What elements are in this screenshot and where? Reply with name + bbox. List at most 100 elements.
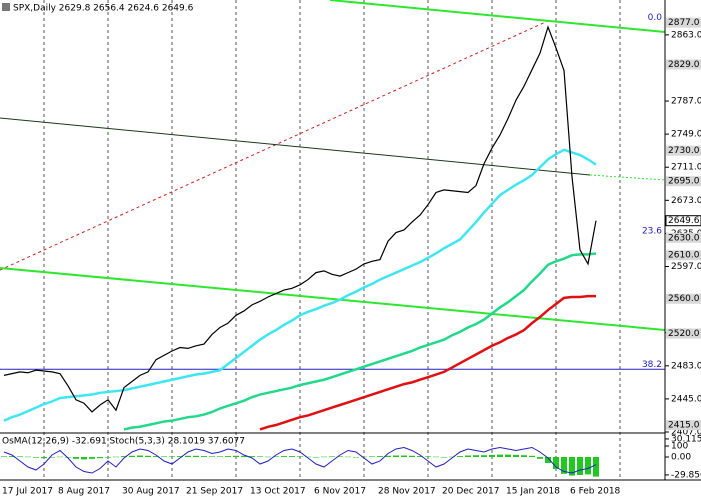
osma-bar (177, 456, 183, 457)
sub-y-tick-label: -29.856 (671, 470, 701, 480)
y-tick-label: 2407.0 (671, 428, 701, 438)
level-tag-label: 2730.0 (668, 146, 700, 156)
osma-bar (305, 456, 311, 458)
osma-bar (529, 455, 535, 457)
osma-bar (153, 456, 159, 457)
osma-bar (193, 455, 199, 457)
osma-bar (265, 456, 271, 458)
osma-bar (337, 456, 343, 457)
osma-bar (89, 457, 95, 459)
osma-bar (377, 456, 383, 457)
osma-bar (473, 455, 479, 457)
osma-bar (289, 456, 295, 457)
level-tag (666, 293, 701, 304)
osma-bar (393, 455, 399, 457)
osma-bar (353, 457, 359, 458)
osma-bar (57, 456, 63, 458)
level-tag (666, 176, 701, 187)
osma-bar (329, 456, 335, 457)
osma-bar (577, 457, 583, 475)
y-tick-label: 2597.0 (671, 262, 701, 272)
osma-bar (345, 456, 351, 458)
osma-bar (321, 456, 327, 458)
osma-bar (297, 456, 303, 457)
osma-bar (257, 456, 263, 457)
x-tick-label: 13 Oct 2017 (250, 487, 306, 497)
current-price-tag (665, 215, 701, 227)
x-tick-label: 6 Feb 2018 (570, 487, 621, 497)
osma-bar (481, 455, 487, 457)
fib-level-label: 0.0 (648, 13, 663, 23)
osma-bar (1, 456, 7, 457)
x-tick-label: 15 Jan 2018 (506, 487, 560, 497)
osma-bar (225, 456, 231, 457)
osma-bar (105, 457, 111, 458)
osma-bar (433, 456, 439, 458)
osma-bar (593, 457, 599, 477)
level-tag-label: 2520.0 (668, 329, 700, 339)
level-tag-label: 2829.0 (668, 60, 700, 70)
drawing-objects (0, 0, 665, 331)
indicator-title: OsMA(12,26,9) -32.691 Stoch(5,3,3) 28.10… (2, 437, 245, 447)
osma-bar (385, 455, 391, 457)
level-tag (666, 328, 701, 339)
level-tag-label: 2877.0 (668, 18, 700, 28)
x-tick-label: 17 Jul 2017 (2, 487, 53, 497)
moving-average (123, 252, 597, 431)
osma-bar (273, 456, 279, 457)
osma-bar (553, 457, 559, 469)
channel-top (329, 0, 665, 33)
trend-line (0, 117, 591, 176)
osma-bar (97, 457, 103, 459)
osma-bar (169, 456, 175, 457)
osma-bar (585, 457, 591, 475)
osma-bar (17, 456, 23, 457)
sub-y-tick-label: 0.00 (671, 453, 691, 463)
osma-bar (361, 456, 367, 458)
osma-bar (369, 456, 375, 457)
indicator-pane (1, 446, 599, 477)
price-scale: 2863.02787.02749.02711.02673.02635.02597… (665, 17, 701, 480)
osma-bar (521, 455, 527, 457)
y-tick-label: 2787.0 (671, 97, 701, 107)
osma-bar (217, 456, 223, 457)
osma-bar (49, 457, 55, 458)
level-tag-label: 2610.0 (668, 251, 700, 261)
x-tick-label: 20 Dec 2017 (442, 487, 500, 497)
osma-bar (41, 457, 47, 459)
osma-bar (513, 454, 519, 457)
fib-level-label: 38.2 (642, 360, 662, 370)
osma-bar (121, 456, 127, 457)
x-tick-label: 8 Aug 2017 (58, 487, 110, 497)
level-tag-label: 2695.0 (668, 177, 700, 187)
osma-bar (33, 457, 39, 458)
level-tag-label: 2630.0 (668, 233, 700, 243)
osma-bar (417, 456, 423, 457)
osma-bar (81, 457, 87, 460)
level-tag (666, 59, 701, 70)
main-pane: 0.0 23.6 38.2 (0, 13, 665, 431)
osma-bar (457, 456, 463, 457)
osma-bar (145, 455, 151, 457)
level-tag (666, 145, 701, 156)
osma-bar (569, 457, 575, 476)
level-tag (666, 232, 701, 243)
osma-bar (209, 456, 215, 457)
osma-bar (537, 457, 543, 459)
y-tick-label: 2445.0 (671, 394, 701, 404)
osma-bar (249, 456, 255, 457)
osma-bar (441, 457, 447, 458)
y-tick-label: 2483.0 (671, 361, 701, 371)
osma-bar (241, 455, 247, 457)
x-tick-label: 28 Nov 2017 (378, 487, 436, 497)
fib-level-label: 23.6 (642, 227, 662, 237)
level-tag (666, 250, 701, 261)
price-line (3, 25, 597, 413)
y-tick-label: 2863.0 (671, 30, 701, 40)
x-tick-label: 6 Nov 2017 (314, 487, 366, 497)
symbol-icon (2, 3, 10, 11)
osma-bar (409, 455, 415, 457)
osma-bar (561, 457, 567, 474)
